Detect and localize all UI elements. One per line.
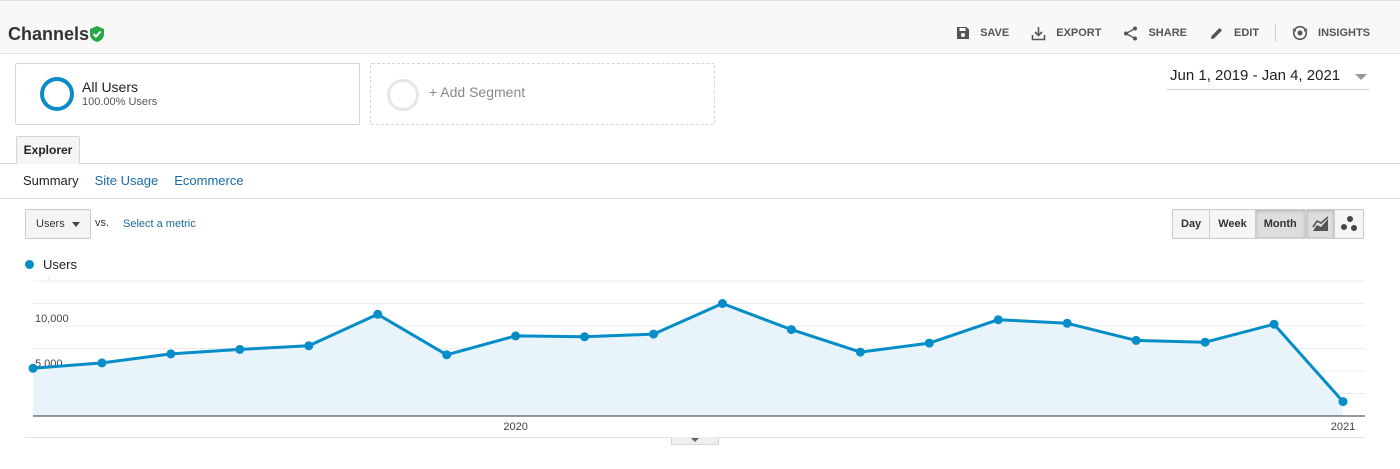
users-data-point [235, 344, 245, 354]
y-tick-label: 10,000 [35, 313, 69, 325]
granularity-month-button[interactable]: Month [1255, 210, 1305, 238]
shield-check-icon [90, 26, 104, 42]
legend-dot-icon [25, 260, 34, 269]
vs-label: vs. [95, 217, 110, 229]
add-segment-button[interactable]: + Add Segment [370, 63, 715, 125]
metric-dropdown-label: Users [36, 218, 65, 230]
segment-all-users[interactable]: All Users 100.00% Users [15, 63, 360, 125]
motion-chart-button[interactable] [1335, 210, 1363, 238]
users-data-point [1269, 319, 1279, 329]
users-data-point [511, 331, 521, 341]
subtab-bar: Summary Site Usage Ecommerce [23, 173, 260, 188]
date-range-label: Jun 1, 2019 - Jan 4, 2021 [1170, 67, 1341, 84]
users-data-point [304, 341, 314, 351]
export-button[interactable]: EXPORT [1031, 26, 1101, 41]
save-button[interactable]: SAVE [956, 26, 1009, 40]
chart-type-toggle [1306, 209, 1364, 239]
edit-button[interactable]: EDIT [1209, 26, 1259, 41]
users-data-point [373, 309, 383, 319]
users-area-fill [33, 303, 1343, 416]
edit-label: EDIT [1233, 27, 1260, 39]
expand-chart-handle[interactable] [671, 437, 719, 445]
users-series-line [32, 302, 1345, 403]
line-chart-button[interactable] [1307, 210, 1336, 238]
users-data-point [993, 315, 1003, 325]
share-icon [1124, 26, 1138, 40]
add-segment-label: + Add Segment [429, 84, 526, 100]
save-icon [957, 27, 970, 39]
users-data-point [855, 347, 865, 357]
pencil-icon [1210, 27, 1222, 39]
page-title: Channels [8, 24, 90, 44]
chevron-down-icon [1355, 74, 1367, 80]
download-icon [1031, 26, 1046, 40]
action-divider [1275, 24, 1277, 42]
granularity-day-button[interactable]: Day [1173, 210, 1211, 238]
segment-placeholder-ring-icon [387, 79, 419, 111]
select-metric-link[interactable]: Select a metric [123, 218, 196, 230]
metric-dropdown[interactable]: Users [25, 209, 91, 239]
subtab-ecommerce[interactable]: Ecommerce [174, 173, 244, 188]
insights-label: INSIGHTS [1318, 27, 1370, 39]
bubble-chart-icon [1341, 216, 1357, 231]
users-data-point [1338, 397, 1348, 407]
users-data-point [924, 338, 934, 348]
users-data-point [1062, 318, 1072, 328]
legend-label: Users [43, 257, 77, 272]
subtab-site-usage[interactable]: Site Usage [94, 173, 159, 188]
users-data-point [580, 332, 590, 342]
users-data-point [166, 349, 176, 359]
x-tick-label: 2020 [503, 421, 527, 433]
segment-ring-icon [40, 77, 74, 111]
x-tick-label: 2021 [1331, 421, 1355, 433]
share-button[interactable]: SHARE [1123, 26, 1187, 41]
users-data-point [717, 299, 727, 308]
subtab-divider [0, 198, 1400, 199]
subtab-summary[interactable]: Summary [23, 173, 79, 188]
insights-icon [1292, 25, 1308, 41]
caret-down-icon [72, 222, 80, 227]
granularity-toggle: Day Week Month [1172, 209, 1306, 239]
users-data-point [442, 350, 452, 360]
users-data-point [1131, 335, 1141, 345]
line-chart-icon [1311, 216, 1329, 231]
header-actions: SAVE EXPORT SHARE EDIT INSIGHTS [934, 24, 1370, 42]
y-tick-label: 15,000 [35, 278, 69, 280]
users-data-point [1200, 337, 1210, 347]
share-label: SHARE [1148, 27, 1187, 39]
save-label: SAVE [980, 27, 1010, 39]
users-data-point [649, 329, 659, 339]
granularity-week-button[interactable]: Week [1210, 210, 1256, 238]
tab-explorer[interactable]: Explorer [16, 136, 80, 164]
chevron-down-icon [691, 438, 699, 442]
users-data-point [786, 325, 796, 335]
insights-button[interactable]: INSIGHTS [1292, 25, 1370, 41]
report-header: Channels SAVE EXPORT SHARE EDIT INSIGHTS [0, 0, 1400, 54]
tab-divider [0, 163, 1400, 164]
segment-percent: 100.00% Users [82, 96, 158, 108]
users-data-point [28, 363, 38, 373]
date-range-picker[interactable]: Jun 1, 2019 - Jan 4, 2021 [1167, 66, 1369, 90]
chart-legend: Users [25, 257, 77, 272]
users-data-point [97, 358, 107, 368]
segment-name: All Users [82, 79, 139, 95]
export-label: EXPORT [1056, 27, 1102, 39]
